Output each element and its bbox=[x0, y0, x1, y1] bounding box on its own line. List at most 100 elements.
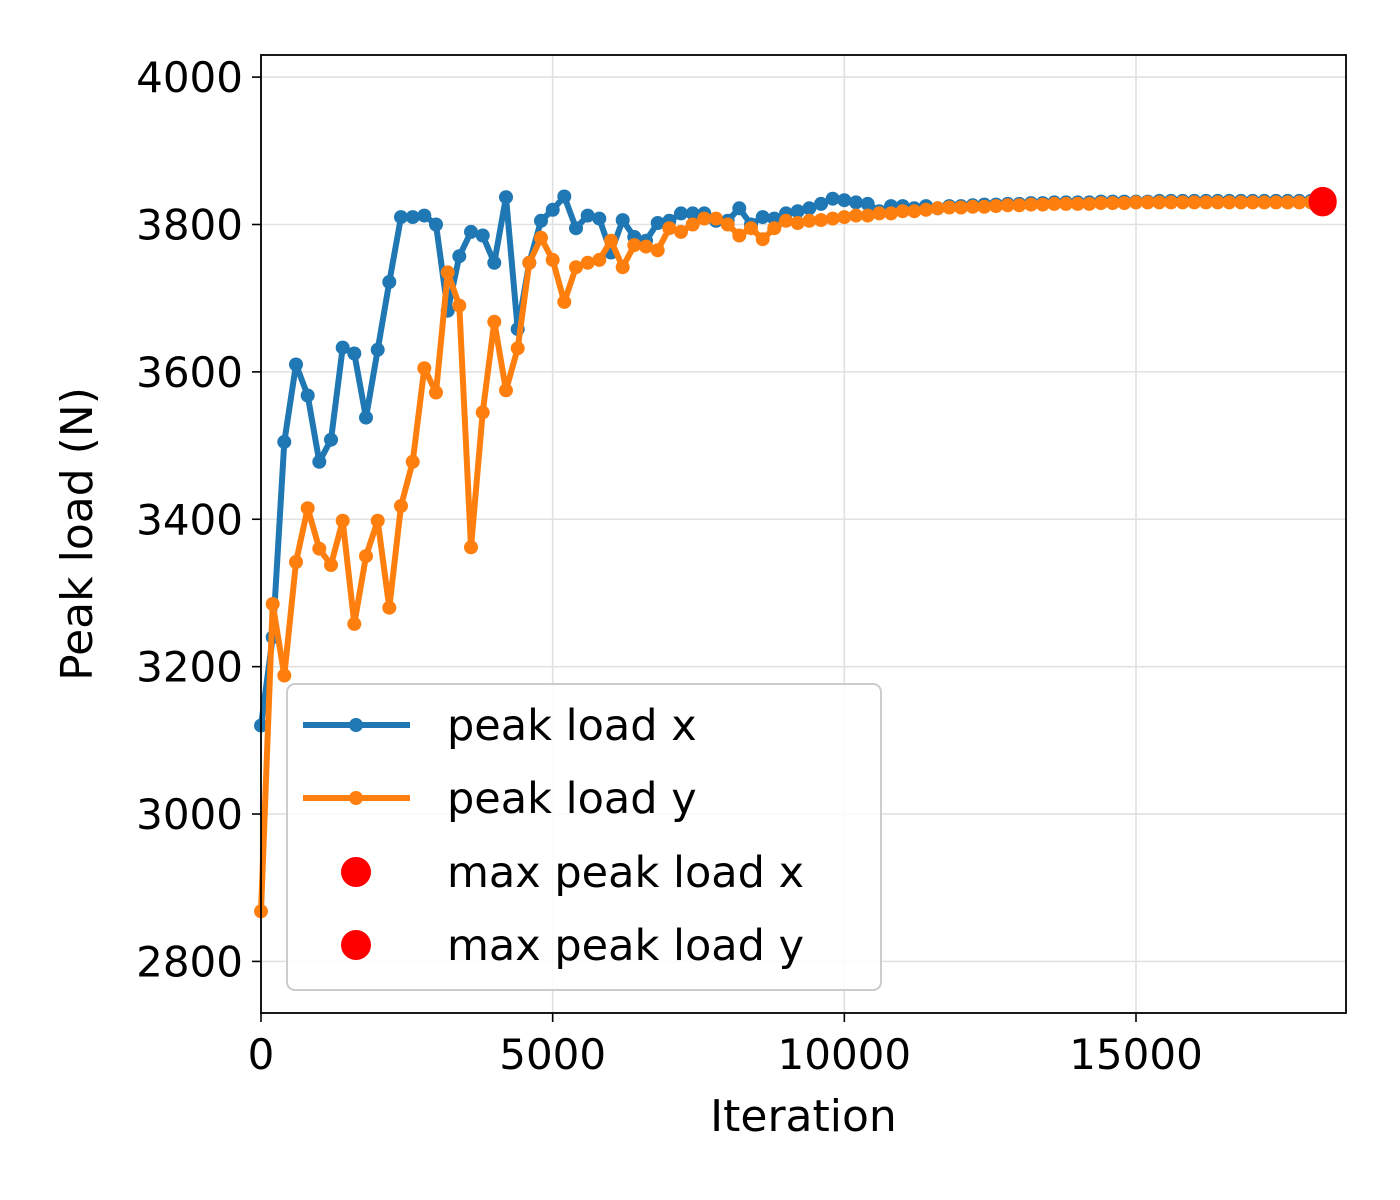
data-point bbox=[277, 668, 292, 683]
data-point bbox=[755, 232, 770, 247]
data-point bbox=[1094, 196, 1108, 211]
data-point bbox=[685, 206, 700, 221]
y-tick-label: 3200 bbox=[136, 643, 243, 692]
data-point bbox=[592, 211, 607, 226]
data-point bbox=[429, 217, 443, 232]
legend-dot-swatch bbox=[341, 930, 371, 960]
legend-entry: max peak load x bbox=[341, 848, 804, 898]
data-point bbox=[919, 202, 933, 217]
data-point bbox=[499, 190, 513, 205]
data-point bbox=[790, 204, 805, 219]
data-point bbox=[1292, 195, 1307, 210]
data-point bbox=[709, 211, 723, 226]
data-point bbox=[1047, 196, 1062, 211]
data-point bbox=[289, 555, 303, 569]
data-point bbox=[394, 499, 408, 513]
data-point bbox=[312, 541, 327, 556]
data-point bbox=[557, 189, 572, 204]
data-point bbox=[324, 432, 338, 447]
data-point bbox=[720, 217, 735, 232]
x-axis-label: Iteration bbox=[710, 1091, 897, 1142]
data-point bbox=[359, 549, 373, 564]
y-tick-label: 3800 bbox=[136, 200, 243, 249]
series-lines bbox=[254, 189, 1330, 919]
data-point bbox=[487, 255, 502, 270]
y-tick-label: 3600 bbox=[136, 348, 243, 397]
data-point bbox=[1129, 195, 1143, 210]
y-tick-label: 3000 bbox=[136, 790, 243, 839]
data-point bbox=[335, 513, 350, 528]
data-point bbox=[849, 208, 863, 223]
data-point bbox=[1082, 196, 1097, 211]
data-point bbox=[825, 191, 840, 206]
data-point bbox=[977, 199, 992, 214]
data-point bbox=[300, 388, 315, 403]
legend-marker-swatch bbox=[349, 791, 363, 805]
data-point bbox=[475, 228, 490, 243]
y-tick-label: 2800 bbox=[136, 937, 243, 986]
data-point bbox=[1012, 198, 1027, 213]
data-point bbox=[732, 228, 747, 243]
data-point bbox=[359, 410, 373, 425]
data-point bbox=[499, 383, 513, 398]
data-point bbox=[604, 233, 618, 248]
data-point bbox=[942, 200, 957, 215]
x-tick-label: 5000 bbox=[499, 1030, 606, 1079]
data-point bbox=[545, 252, 560, 267]
data-point bbox=[289, 357, 303, 372]
series-peak-load-y bbox=[254, 195, 1330, 919]
data-point bbox=[394, 210, 408, 225]
data-point bbox=[907, 204, 922, 219]
data-point bbox=[1105, 196, 1120, 211]
data-point bbox=[265, 597, 280, 611]
data-point bbox=[347, 346, 362, 361]
data-point bbox=[405, 210, 420, 225]
data-point bbox=[650, 243, 665, 258]
max-markers bbox=[1308, 186, 1337, 217]
legend-dot-swatch bbox=[341, 857, 371, 887]
legend-label: peak load x bbox=[447, 701, 697, 751]
data-point bbox=[580, 255, 595, 270]
data-point bbox=[300, 501, 315, 516]
data-point bbox=[1152, 195, 1167, 210]
data-point bbox=[312, 454, 327, 469]
data-point bbox=[1035, 197, 1050, 212]
y-tick-label: 3400 bbox=[136, 495, 243, 544]
data-point bbox=[417, 208, 432, 223]
data-point bbox=[382, 275, 397, 289]
data-point bbox=[1175, 195, 1190, 210]
data-point bbox=[1117, 196, 1132, 211]
data-point bbox=[1164, 195, 1178, 210]
data-point bbox=[557, 294, 572, 309]
x-tick-label: 0 bbox=[248, 1030, 275, 1079]
y-axis-label: Peak load (N) bbox=[52, 387, 103, 681]
data-point bbox=[732, 201, 747, 216]
data-point bbox=[615, 260, 630, 275]
data-point bbox=[802, 213, 817, 228]
data-point bbox=[872, 206, 887, 221]
data-point bbox=[860, 196, 875, 211]
data-point bbox=[674, 206, 688, 221]
legend-marker-swatch bbox=[349, 718, 363, 732]
data-point bbox=[370, 513, 385, 528]
data-point bbox=[1257, 195, 1272, 210]
data-point bbox=[767, 221, 782, 236]
data-point bbox=[277, 434, 292, 449]
legend-entry: peak load y bbox=[303, 774, 697, 824]
data-point bbox=[545, 202, 560, 217]
data-point bbox=[650, 216, 665, 230]
data-point bbox=[860, 208, 875, 223]
data-point bbox=[930, 201, 945, 216]
data-point bbox=[569, 221, 583, 236]
data-point bbox=[767, 211, 782, 226]
data-point bbox=[440, 265, 455, 280]
legend-label: max peak load x bbox=[447, 848, 804, 898]
data-point bbox=[1059, 196, 1073, 211]
data-point bbox=[802, 201, 817, 216]
data-point bbox=[510, 341, 525, 356]
y-tick-label: 4000 bbox=[136, 53, 243, 102]
plot-frame bbox=[260, 54, 1347, 1014]
data-point bbox=[452, 249, 467, 264]
data-point bbox=[452, 298, 467, 313]
